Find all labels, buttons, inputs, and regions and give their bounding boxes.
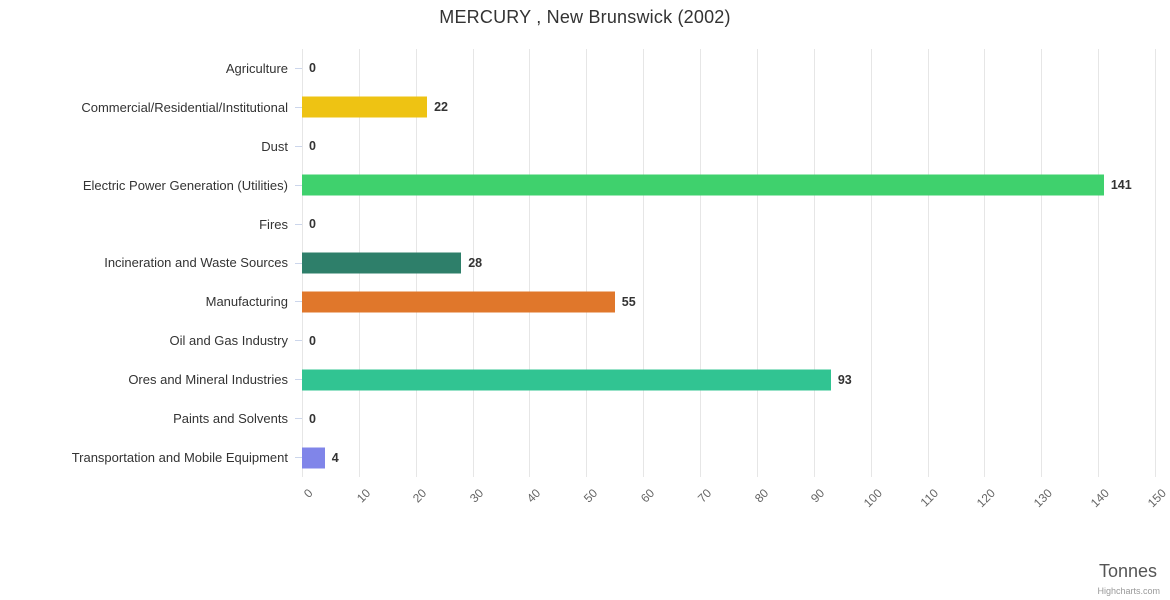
category-row-incineration-and-waste-sources: Incineration and Waste Sources	[0, 244, 288, 283]
gridline-130	[1041, 49, 1043, 477]
x-axis-tick-label-100: 100	[860, 486, 885, 511]
category-label-dust: Dust	[261, 138, 288, 154]
category-row-fires: Fires	[0, 205, 288, 244]
y-axis-tick-commercial-residential-institutional	[295, 106, 302, 108]
category-label-paints-and-solvents: Paints and Solvents	[173, 411, 288, 427]
category-label-commercial-residential-institutional: Commercial/Residential/Institutional	[81, 99, 288, 115]
x-axis-tick-label-90: 90	[808, 486, 828, 506]
category-row-dust: Dust	[0, 127, 288, 166]
y-axis-tick-manufacturing	[295, 301, 302, 303]
y-axis-ticks	[295, 49, 302, 477]
bar-incineration-and-waste-sources[interactable]	[302, 252, 462, 274]
x-axis-tick-label-140: 140	[1087, 486, 1113, 511]
gridline-100	[870, 49, 872, 477]
gridline-120	[984, 49, 986, 477]
x-axis-tick-label-30: 30	[467, 486, 487, 506]
gridline-150	[1155, 49, 1156, 477]
x-axis-tick-label-150: 150	[1144, 486, 1169, 511]
x-axis-labels: 0 10 20 30 40 50 60 70 80 90 100 110 120 130 140 150	[301, 482, 1169, 542]
bar-row-electric-power-generation-utilities: 141	[302, 166, 1155, 205]
category-label-ores-and-mineral-industries: Ores and Mineral Industries	[128, 372, 288, 388]
category-row-agriculture: Agriculture	[0, 49, 288, 88]
value-label-dust: 0	[309, 139, 316, 154]
gridline-70	[700, 49, 702, 477]
bar-manufacturing[interactable]	[302, 291, 615, 313]
category-row-oil-and-gas-industry: Oil and Gas Industry	[0, 321, 289, 360]
value-label-incineration-and-waste-sources: 28	[468, 255, 483, 270]
category-label-transportation-and-mobile-equipment: Transportation and Mobile Equipment	[71, 450, 288, 466]
bar-row-fires: 0	[302, 205, 1155, 244]
x-axis-tick-label-60: 60	[637, 486, 658, 506]
value-label-manufacturing: 55	[621, 294, 636, 309]
value-label-fires: 0	[309, 217, 316, 232]
y-axis-tick-dust	[295, 145, 302, 147]
category-row-commercial-residential-institutional: Commercial/Residential/Institutional	[0, 88, 288, 127]
gridline-110	[927, 49, 929, 477]
x-axis-tick-label-40: 40	[524, 486, 544, 506]
x-axis-tick-label-80: 80	[751, 486, 771, 506]
value-label-paints-and-solvents: 0	[309, 411, 316, 426]
chart-title: MERCURY , New Brunswick (2002)	[439, 7, 731, 27]
bar-row-transportation-and-mobile-equipment: 4	[302, 438, 1155, 477]
category-label-manufacturing: Manufacturing	[205, 294, 288, 310]
y-axis-tick-electric-power-generation-utilities	[295, 184, 302, 186]
category-row-transportation-and-mobile-equipment: Transportation and Mobile Equipment	[0, 438, 288, 477]
category-label-incineration-and-waste-sources: Incineration and Waste Sources	[104, 255, 288, 271]
bar-commercial-residential-institutional[interactable]	[302, 96, 428, 118]
bar-row-manufacturing: 55	[302, 282, 1155, 321]
bar-row-commercial-residential-institutional: 22	[302, 88, 1155, 127]
value-label-transportation-and-mobile-equipment: 4	[331, 450, 339, 465]
x-axis-tick-label-110: 110	[917, 486, 942, 510]
x-axis-tick-label-0: 0	[301, 486, 316, 501]
x-axis-tick-label-130: 130	[1031, 486, 1056, 511]
bar-row-dust: 0	[302, 127, 1155, 166]
category-row-electric-power-generation-utilities: Electric Power Generation (Utilities)	[0, 166, 288, 205]
category-row-manufacturing: Manufacturing	[0, 282, 288, 321]
y-axis-tick-agriculture	[295, 67, 302, 69]
y-axis-tick-fires	[295, 223, 302, 225]
gridline-40	[529, 49, 531, 477]
bar-row-oil-and-gas-industry: 0	[302, 321, 1155, 360]
bar-row-agriculture: 0	[302, 49, 1155, 88]
x-axis-tick-label-20: 20	[410, 486, 430, 506]
value-label-agriculture: 0	[309, 61, 316, 76]
value-label-ores-and-mineral-industries: 93	[837, 372, 852, 387]
x-axis-tick-label-120: 120	[974, 486, 999, 511]
x-axis-tick-label-10: 10	[353, 486, 373, 506]
category-label-oil-and-gas-industry: Oil and Gas Industry	[169, 333, 289, 349]
bar-transportation-and-mobile-equipment[interactable]	[302, 447, 325, 469]
bar-row-ores-and-mineral-industries: 93	[302, 360, 1155, 399]
x-axis-tick-label-70: 70	[694, 486, 714, 506]
value-label-electric-power-generation-utilities: 141	[1110, 178, 1132, 193]
x-axis-tick-label-50: 50	[580, 486, 601, 506]
gridline-30	[472, 49, 474, 477]
y-axis-tick-paints-and-solvents	[295, 418, 302, 420]
category-label-agriculture: Agriculture	[225, 60, 288, 76]
category-label-electric-power-generation-utilities: Electric Power Generation (Utilities)	[82, 177, 288, 193]
bar-row-incineration-and-waste-sources: 28	[302, 244, 1155, 283]
value-label-commercial-residential-institutional: 22	[434, 100, 448, 115]
plot-area: 0 22 0 141 0 28 55 0 93 0 4	[302, 49, 1156, 477]
bar-electric-power-generation-utilities[interactable]	[302, 174, 1104, 196]
y-axis-tick-transportation-and-mobile-equipment	[295, 457, 302, 459]
y-axis-labels: Agriculture Commercial/Residential/Instit…	[0, 49, 288, 477]
bar-ores-and-mineral-industries[interactable]	[302, 369, 831, 391]
y-axis-tick-incineration-and-waste-sources	[295, 262, 302, 264]
bar-row-paints-and-solvents: 0	[302, 399, 1155, 438]
y-axis-tick-ores-and-mineral-industries	[295, 379, 302, 381]
y-axis-tick-oil-and-gas-industry	[295, 340, 302, 342]
gridline-90	[813, 49, 815, 477]
gridline-140	[1098, 49, 1100, 477]
x-axis-title: Tonnes	[1098, 561, 1157, 581]
gridline-50	[586, 49, 588, 477]
category-label-fires: Fires	[259, 216, 288, 232]
credits-link[interactable]: Highcharts.com	[1097, 586, 1160, 596]
category-row-paints-and-solvents: Paints and Solvents	[0, 399, 288, 438]
value-label-oil-and-gas-industry: 0	[309, 333, 316, 348]
category-row-ores-and-mineral-industries: Ores and Mineral Industries	[0, 360, 288, 399]
gridline-60	[643, 49, 645, 477]
gridline-80	[756, 49, 758, 477]
